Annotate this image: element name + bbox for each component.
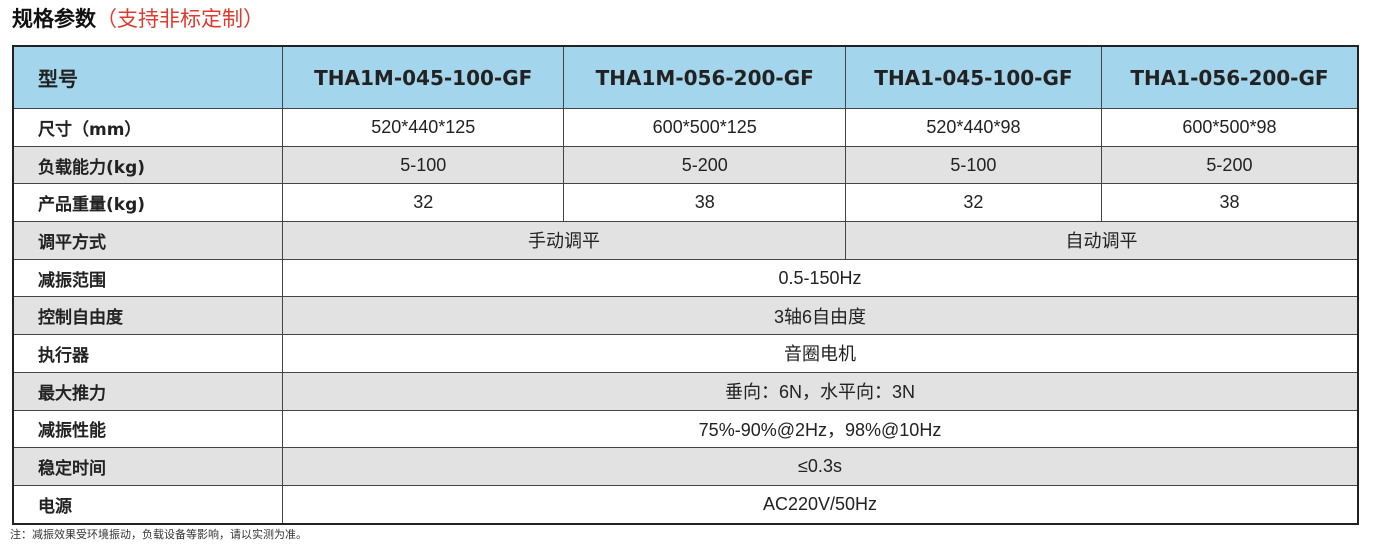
cell: 自动调平 xyxy=(844,221,1359,260)
row-label: 控制自由度 xyxy=(12,296,283,336)
cell: 3轴6自由度 xyxy=(282,296,1359,336)
table-row: 执行器 音圈电机 xyxy=(12,334,1359,373)
row-label: 最大推力 xyxy=(12,371,283,411)
cell: 垂向：6N，水平向：3N xyxy=(282,371,1359,411)
footnote: 注：减振效果受环境振动，负载设备等影响，请以实测为准。 xyxy=(10,528,307,541)
table-header-row: 型号 THA1M-045-100-GF THA1M-056-200-GF THA… xyxy=(12,45,1359,109)
cell: 音圈电机 xyxy=(282,334,1359,373)
table-row: 控制自由度 3轴6自由度 xyxy=(12,296,1359,336)
cell: 600*500*98 xyxy=(1100,108,1359,147)
cell: ≤0.3s xyxy=(282,447,1359,486)
cell: 5-100 xyxy=(844,145,1102,185)
row-label: 负载能力(kg) xyxy=(12,145,283,185)
title-main: 规格参数 xyxy=(12,7,96,31)
row-label: 减振范围 xyxy=(12,258,283,298)
spec-table: 型号 THA1M-045-100-GF THA1M-056-200-GF THA… xyxy=(12,45,1359,525)
row-label: 调平方式 xyxy=(12,221,283,260)
cell: 手动调平 xyxy=(282,221,846,260)
title-sub: （支持非标定制） xyxy=(96,7,264,31)
table-row: 产品重量(kg) 32 38 32 38 xyxy=(12,183,1359,223)
cell: 520*440*98 xyxy=(844,108,1102,147)
cell: 520*440*125 xyxy=(281,108,565,147)
cell: 600*500*125 xyxy=(563,108,846,147)
model-header: THA1M-045-100-GF xyxy=(281,45,565,109)
table-row: 调平方式 手动调平 自动调平 xyxy=(12,221,1359,260)
table-row: 减振范围 0.5-150Hz xyxy=(12,258,1359,298)
cell: 5-200 xyxy=(1100,145,1359,185)
row-label: 尺寸（mm） xyxy=(12,108,283,147)
table-row: 最大推力 垂向：6N，水平向：3N xyxy=(12,371,1359,411)
table-row: 减振性能 75%-90%@2Hz，98%@10Hz xyxy=(12,409,1359,449)
header-label: 型号 xyxy=(12,45,283,109)
cell: 32 xyxy=(281,183,565,223)
cell: AC220V/50Hz xyxy=(282,484,1359,525)
table-row: 尺寸（mm） 520*440*125 600*500*125 520*440*9… xyxy=(12,108,1359,147)
row-label: 稳定时间 xyxy=(12,447,283,486)
section-title: 规格参数（支持非标定制） xyxy=(12,3,264,33)
cell: 5-100 xyxy=(281,145,565,185)
model-header: THA1M-056-200-GF xyxy=(563,45,846,109)
model-header: THA1-056-200-GF xyxy=(1100,45,1359,109)
row-label: 电源 xyxy=(12,484,283,525)
cell: 75%-90%@2Hz，98%@10Hz xyxy=(282,409,1359,449)
table-row: 稳定时间 ≤0.3s xyxy=(12,447,1359,486)
row-label: 执行器 xyxy=(12,334,283,373)
row-label: 减振性能 xyxy=(12,409,283,449)
model-header: THA1-045-100-GF xyxy=(844,45,1102,109)
cell: 5-200 xyxy=(563,145,846,185)
table-row: 负载能力(kg) 5-100 5-200 5-100 5-200 xyxy=(12,145,1359,185)
cell: 38 xyxy=(1100,183,1359,223)
table-row: 电源 AC220V/50Hz xyxy=(12,484,1359,525)
cell: 38 xyxy=(563,183,846,223)
cell: 0.5-150Hz xyxy=(282,258,1359,298)
cell: 32 xyxy=(844,183,1102,223)
row-label: 产品重量(kg) xyxy=(12,183,283,223)
